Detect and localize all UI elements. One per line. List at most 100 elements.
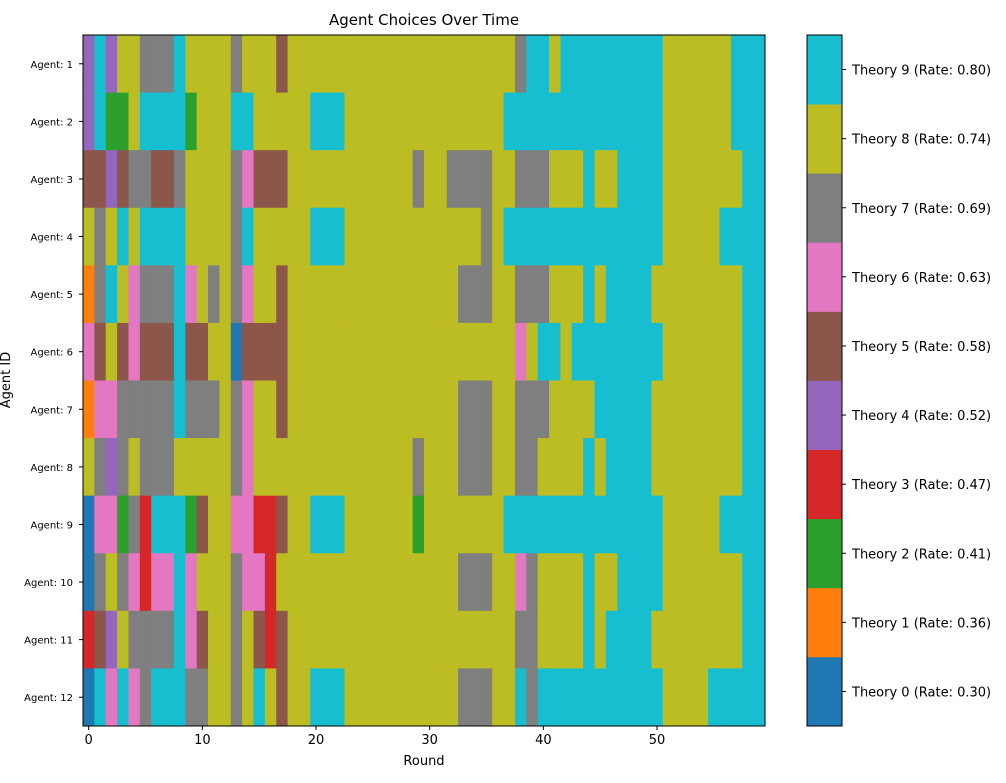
heatmap-cell: [605, 438, 618, 497]
heatmap-cell: [742, 92, 755, 151]
heatmap-cell: [355, 553, 368, 612]
heatmap-cell: [514, 92, 527, 151]
heatmap-cell: [276, 553, 288, 612]
y-tick-label: Agent: 4: [30, 233, 73, 244]
heatmap-cell: [480, 380, 493, 439]
heatmap-cell: [333, 150, 345, 209]
heatmap-cell: [503, 207, 516, 266]
heatmap-cell: [662, 207, 675, 266]
heatmap-cell: [117, 553, 129, 612]
heatmap-cell: [549, 438, 561, 497]
heatmap-cell: [253, 495, 266, 554]
heatmap-cell: [128, 553, 141, 612]
heatmap-cell: [514, 553, 527, 612]
heatmap-cell: [605, 610, 618, 669]
heatmap-cell: [401, 495, 414, 554]
heatmap-cell: [503, 35, 516, 93]
heatmap-cell: [628, 380, 641, 439]
heatmap-cell: [685, 150, 698, 209]
heatmap-cell: [173, 265, 186, 324]
heatmap-cell: [242, 438, 254, 497]
x-tick-label: 40: [535, 733, 552, 748]
heatmap-cell: [514, 668, 527, 727]
heatmap-cell: [196, 380, 209, 439]
heatmap-cell: [128, 35, 141, 93]
heatmap-cell: [651, 668, 664, 727]
heatmap-cell: [685, 35, 698, 93]
heatmap-cell: [389, 207, 402, 266]
heatmap-cell: [514, 380, 527, 439]
colorbar-tick-label: Theory 3 (Rate: 0.47): [851, 478, 991, 493]
heatmap-cell: [526, 553, 539, 612]
heatmap-cell: [401, 265, 414, 324]
heatmap-cell: [219, 150, 232, 209]
heatmap-cell: [742, 495, 755, 554]
y-tick-label: Agent: 7: [30, 405, 73, 416]
heatmap-cell: [526, 92, 539, 151]
heatmap-cell: [253, 380, 266, 439]
heatmap-cell: [492, 438, 504, 497]
heatmap-cell: [219, 495, 232, 554]
heatmap-cell: [730, 35, 743, 93]
heatmap-cell: [253, 322, 266, 381]
heatmap-cell: [435, 610, 448, 669]
heatmap-cell: [412, 610, 425, 669]
heatmap-cell: [492, 322, 504, 381]
heatmap-cell: [480, 207, 493, 266]
heatmap-cell: [367, 495, 379, 554]
heatmap-cell: [719, 610, 732, 669]
heatmap-cell: [503, 322, 516, 381]
heatmap-cell: [105, 322, 118, 381]
heatmap-cell: [105, 438, 118, 497]
heatmap-cell: [492, 380, 504, 439]
heatmap-cell: [492, 207, 504, 266]
heatmap-cell: [355, 322, 368, 381]
heatmap-cell: [401, 35, 414, 93]
heatmap-cell: [503, 265, 516, 324]
heatmap-cell: [230, 553, 243, 612]
heatmap-cell: [628, 668, 641, 727]
heatmap-cell: [549, 380, 561, 439]
heatmap-cell: [287, 380, 300, 439]
heatmap-cell: [321, 610, 334, 669]
heatmap-cell: [560, 495, 573, 554]
heatmap-cell: [162, 668, 175, 727]
heatmap-cell: [730, 150, 743, 209]
heatmap-cell: [503, 495, 516, 554]
heatmap-cell: [287, 207, 300, 266]
heatmap-cell: [344, 495, 357, 554]
heatmap-cell: [196, 35, 209, 93]
heatmap-cell: [230, 265, 243, 324]
heatmap-cell: [83, 438, 95, 497]
heatmap-cell: [617, 322, 629, 381]
heatmap-cell: [367, 207, 379, 266]
heatmap-cell: [287, 438, 300, 497]
heatmap-cell: [730, 207, 743, 266]
heatmap-cell: [742, 438, 755, 497]
heatmap-cell: [435, 668, 448, 727]
heatmap-cell: [264, 668, 277, 727]
heatmap-cell: [378, 322, 391, 381]
heatmap-cell: [571, 668, 584, 727]
heatmap-cell: [446, 92, 459, 151]
colorbar-frame: [806, 34, 843, 727]
heatmap-cell: [128, 265, 141, 324]
heatmap-cell: [298, 610, 311, 669]
heatmap-cell: [139, 668, 152, 727]
y-axis-label: Agent ID: [0, 352, 14, 408]
heatmap-cell: [401, 380, 414, 439]
heatmap-cell: [617, 207, 629, 266]
heatmap-cell: [708, 438, 720, 497]
heatmap-cell: [514, 150, 527, 209]
heatmap-cell: [219, 35, 232, 93]
heatmap-cell: [662, 265, 675, 324]
heatmap-cell: [173, 553, 186, 612]
heatmap-cell: [605, 495, 618, 554]
colorbar-tick-label: Theory 2 (Rate: 0.41): [851, 547, 991, 562]
heatmap-cell: [151, 380, 163, 439]
heatmap-cell: [719, 265, 732, 324]
heatmap-cell: [321, 150, 334, 209]
heatmap-cell: [560, 438, 573, 497]
heatmap-cell: [537, 438, 550, 497]
heatmap-cell: [503, 610, 516, 669]
